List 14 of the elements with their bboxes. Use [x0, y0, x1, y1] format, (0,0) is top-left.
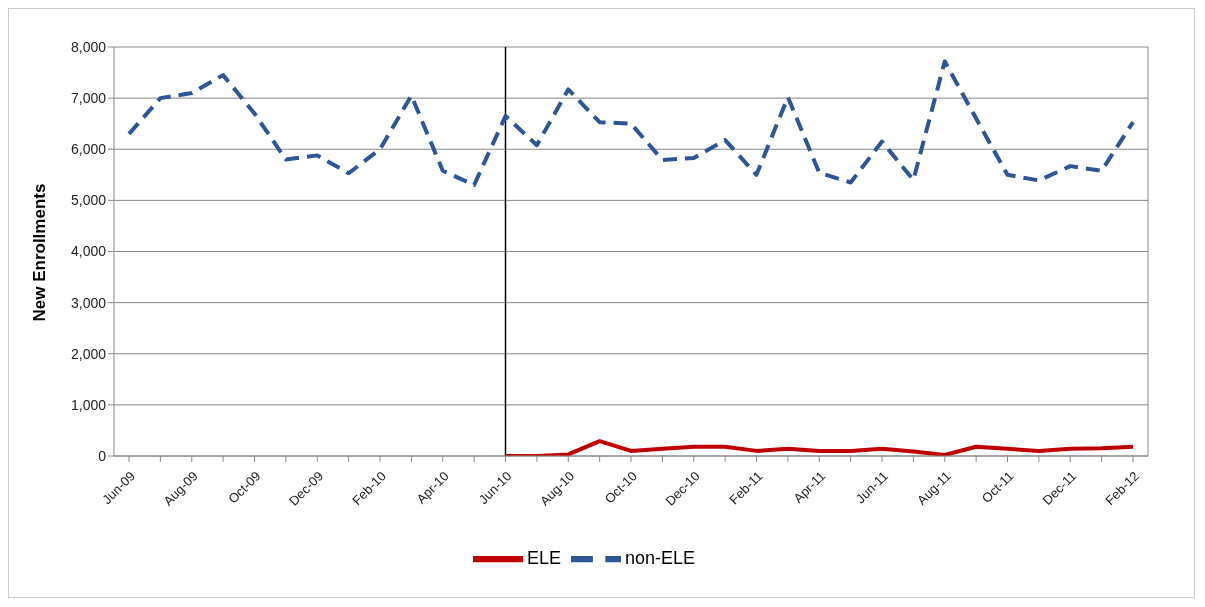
y-tick-label: 8,000 [70, 38, 107, 55]
y-tick-label: 7,000 [70, 90, 107, 107]
y-tick-label: 0 [98, 447, 107, 464]
legend-label: non-ELE [624, 547, 696, 568]
y-axis-title: New Enrollments [30, 183, 50, 322]
y-tick-label: 2,000 [70, 345, 107, 362]
y-tick-label: 1,000 [70, 396, 107, 413]
y-tick-label: 5,000 [70, 192, 107, 209]
y-tick-label: 4,000 [70, 243, 107, 260]
line-series [127, 59, 1135, 188]
y-tick-label: 3,000 [70, 294, 107, 311]
y-tick-label: 6,000 [70, 141, 107, 158]
legend-label: ELE [526, 547, 561, 568]
line-series [503, 439, 1135, 456]
